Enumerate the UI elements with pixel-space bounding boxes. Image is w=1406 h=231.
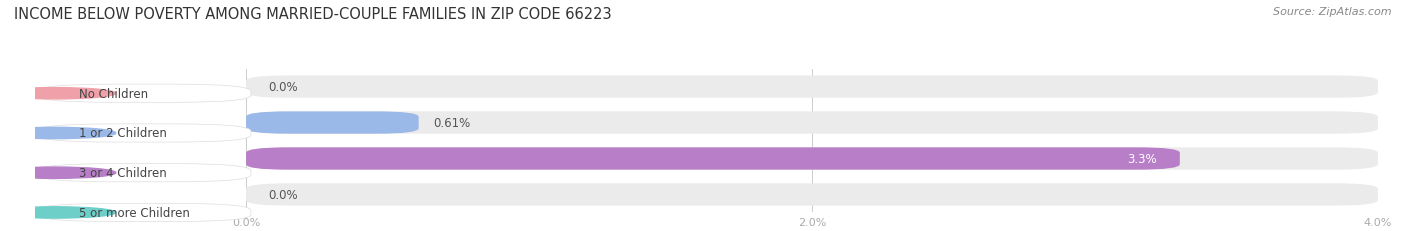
- Text: 3.3%: 3.3%: [1128, 152, 1157, 165]
- Text: Source: ZipAtlas.com: Source: ZipAtlas.com: [1274, 7, 1392, 17]
- FancyBboxPatch shape: [38, 85, 250, 103]
- Circle shape: [0, 128, 115, 139]
- Text: INCOME BELOW POVERTY AMONG MARRIED-COUPLE FAMILIES IN ZIP CODE 66223: INCOME BELOW POVERTY AMONG MARRIED-COUPL…: [14, 7, 612, 22]
- FancyBboxPatch shape: [38, 124, 250, 143]
- FancyBboxPatch shape: [246, 148, 1378, 170]
- Text: No Children: No Children: [79, 87, 148, 100]
- Text: 1 or 2 Children: 1 or 2 Children: [79, 127, 166, 140]
- Circle shape: [0, 207, 115, 218]
- FancyBboxPatch shape: [246, 112, 419, 134]
- FancyBboxPatch shape: [246, 112, 1378, 134]
- Circle shape: [0, 88, 115, 100]
- Circle shape: [0, 167, 115, 179]
- Text: 5 or more Children: 5 or more Children: [79, 206, 190, 219]
- Text: 0.61%: 0.61%: [433, 116, 470, 130]
- FancyBboxPatch shape: [246, 148, 1180, 170]
- Text: 0.0%: 0.0%: [269, 188, 298, 201]
- FancyBboxPatch shape: [38, 164, 250, 182]
- FancyBboxPatch shape: [246, 183, 1378, 206]
- FancyBboxPatch shape: [38, 204, 250, 222]
- FancyBboxPatch shape: [246, 76, 1378, 98]
- Text: 3 or 4 Children: 3 or 4 Children: [79, 167, 166, 179]
- Text: 0.0%: 0.0%: [269, 81, 298, 94]
